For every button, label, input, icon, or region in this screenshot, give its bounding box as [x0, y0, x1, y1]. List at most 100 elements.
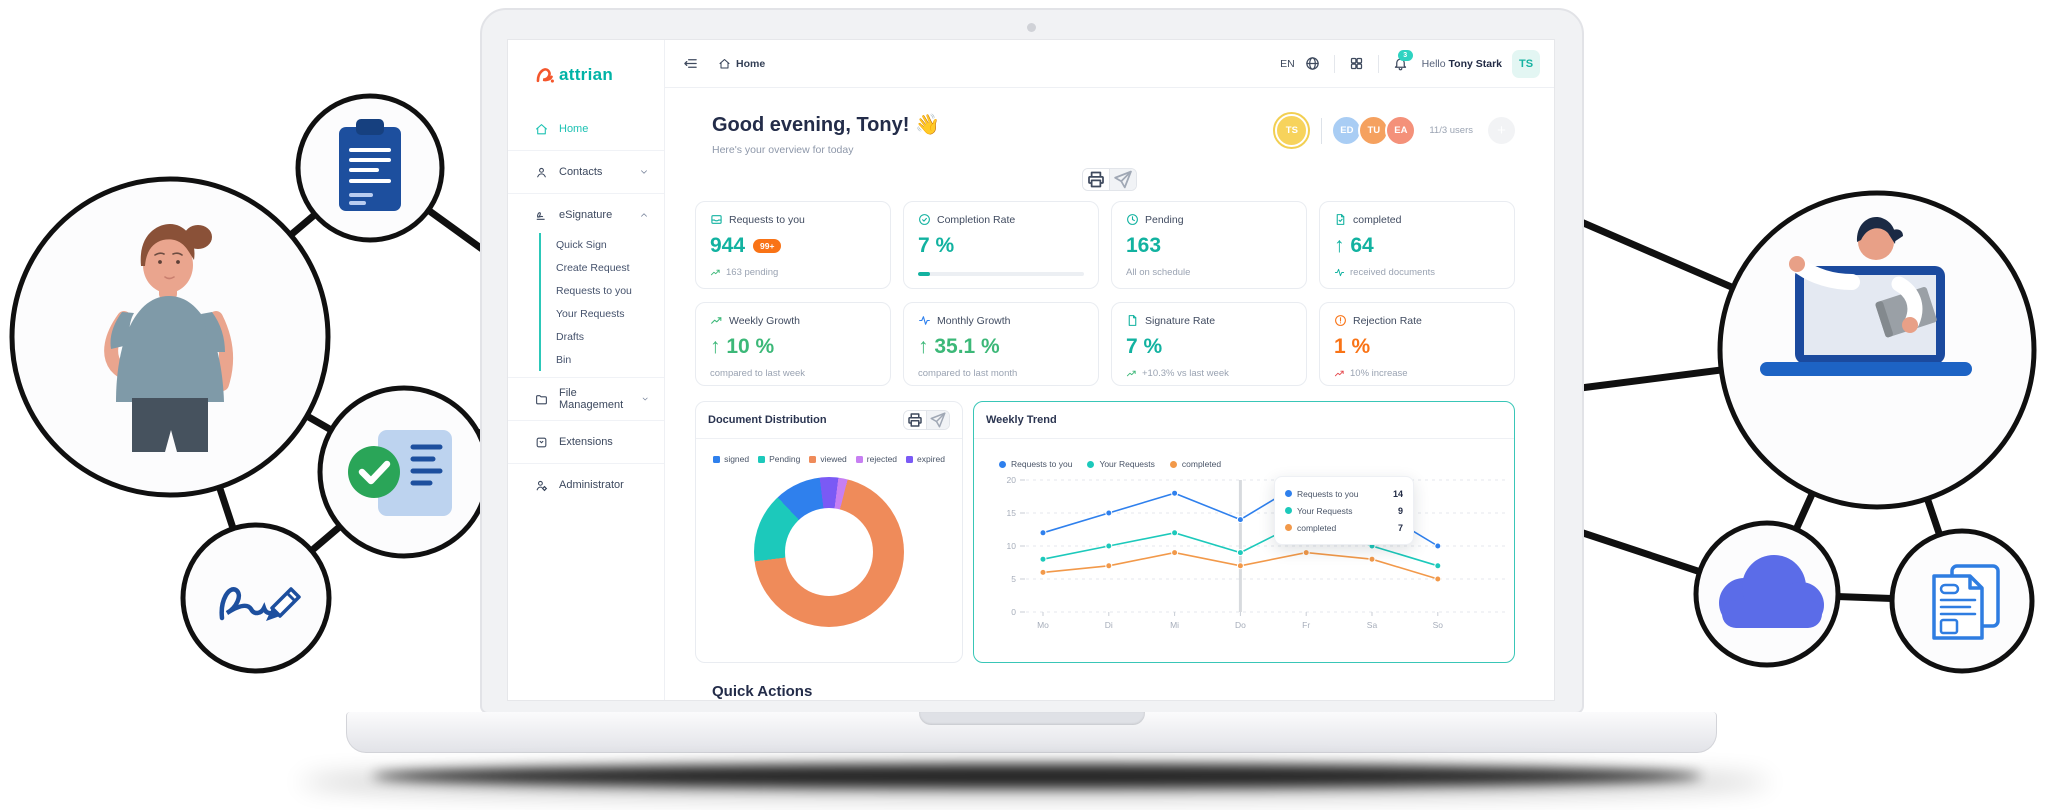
divider — [508, 150, 664, 151]
svg-text:5: 5 — [1011, 574, 1016, 584]
check-circle-icon — [918, 213, 931, 226]
svg-text:Fr: Fr — [1302, 620, 1310, 630]
globe-icon[interactable] — [1305, 56, 1320, 71]
documents-illustration — [1889, 528, 2035, 674]
card-title: Document Distribution — [708, 414, 827, 426]
header-row: Good evening, Tony! 👋 Here's your overvi… — [665, 88, 1554, 156]
laptop-base — [346, 712, 1717, 753]
contacts-icon — [535, 166, 548, 179]
dashboard-content: Good evening, Tony! 👋 Here's your overvi… — [665, 88, 1554, 700]
stat-value: 163 — [1126, 234, 1162, 257]
divider — [508, 377, 664, 378]
charts-row: Document Distribution signed Pending vie… — [695, 401, 1515, 663]
sidebar-item-administrator[interactable]: Administrator — [508, 470, 664, 500]
user-avatar[interactable]: TS — [1512, 49, 1540, 78]
avatar: EA — [1385, 115, 1417, 146]
sidebar-item-file-management[interactable]: File Management — [508, 384, 664, 414]
stat-card-monthly-growth: Monthly Growth ↑ 35.1 % compared to last… — [903, 302, 1099, 386]
print-button[interactable] — [1083, 169, 1109, 190]
svg-text:So: So — [1433, 620, 1444, 630]
notifications-button[interactable]: 3 — [1393, 50, 1413, 71]
sidebar-item-extensions[interactable]: Extensions — [508, 427, 664, 457]
stat-row-1: Requests to you 944 99+ 163 pending Compl… — [695, 201, 1515, 289]
add-user-button[interactable]: + — [1488, 117, 1515, 144]
sidebar-item-contacts[interactable]: Contacts — [508, 157, 664, 187]
donut-chart — [754, 477, 904, 627]
laptop-screen: attrian Home Contacts — [480, 8, 1584, 714]
laptop-camera — [1027, 23, 1036, 32]
esignature-submenu: Quick Sign Create Request Requests to yo… — [539, 233, 664, 371]
divider — [1333, 54, 1335, 73]
stat-value: ↑ 64 — [1334, 234, 1374, 257]
sidebar-item-your-requests[interactable]: Your Requests — [556, 307, 625, 320]
stat-card-completion-rate: Completion Rate 7 % — [903, 201, 1099, 289]
users-count-label: 11/3 users — [1429, 125, 1473, 136]
inbox-icon — [710, 213, 723, 226]
sidebar-item-drafts[interactable]: Drafts — [556, 330, 585, 343]
avatar: ED — [1331, 115, 1363, 146]
stat-card-requests-to-you: Requests to you 944 99+ 163 pending — [695, 201, 891, 289]
svg-text:Sa: Sa — [1367, 620, 1378, 630]
approved-document-illustration — [317, 385, 491, 559]
chart-tooltip: Requests to you 14 Your Requests 9 complet… — [1274, 476, 1414, 545]
logo-text: attrian — [559, 65, 614, 84]
home-icon — [535, 123, 548, 136]
divider — [508, 463, 664, 464]
stat-value: ↑ 35.1 % — [918, 335, 1000, 358]
bell-icon — [1393, 56, 1408, 71]
extensions-icon — [535, 436, 548, 449]
sidebar-item-home[interactable]: Home — [508, 114, 664, 144]
stat-value: 7 % — [1126, 335, 1163, 358]
apps-grid-icon[interactable] — [1349, 56, 1364, 71]
svg-text:Mo: Mo — [1037, 620, 1049, 630]
home-icon — [718, 58, 731, 70]
laptop-shadow — [372, 764, 1702, 788]
sidebar: attrian Home Contacts — [508, 40, 665, 700]
page-title: Good evening, Tony! 👋 — [712, 114, 940, 136]
page-subtitle: Here's your overview for today — [712, 144, 854, 156]
language-label[interactable]: EN — [1280, 57, 1295, 70]
breadcrumb[interactable]: Home — [718, 58, 765, 70]
avatar-stack: ED TU EA — [1331, 115, 1417, 146]
document-check-icon — [1334, 213, 1347, 226]
sidebar-item-requests-to-you[interactable]: Requests to you — [556, 284, 632, 297]
logo-mark-icon — [534, 65, 555, 86]
stat-card-completed: completed ↑ 64 received documents — [1319, 201, 1515, 289]
send-button[interactable] — [926, 411, 949, 429]
sidebar-item-quick-sign[interactable]: Quick Sign — [556, 238, 607, 251]
app-logo[interactable]: attrian — [508, 62, 664, 88]
completion-progress-bar — [918, 272, 1084, 276]
trend-up-icon — [1334, 368, 1345, 379]
print-button[interactable] — [904, 411, 926, 429]
svg-text:0: 0 — [1011, 607, 1016, 617]
stat-card-pending: Pending 163 All on schedule — [1111, 201, 1307, 289]
stat-value: 7 % — [918, 234, 955, 257]
activity-icon — [1334, 267, 1345, 278]
pie-legend: signed Pending viewed rejected expired — [696, 454, 962, 464]
sidebar-nav: Home Contacts eSignature — [508, 114, 664, 500]
quick-actions-title: Quick Actions — [712, 683, 813, 700]
file-icon — [1126, 314, 1139, 327]
svg-text:10: 10 — [1007, 541, 1017, 551]
chevron-down-icon — [639, 167, 649, 177]
weekly-trend-card: Weekly Trend Requests to you Your Reques… — [973, 401, 1515, 663]
count-badge: 99+ — [753, 239, 782, 253]
folder-icon — [535, 393, 548, 406]
topbar-actions: EN 3 Hello Tony Stark TS — [1280, 49, 1540, 78]
send-button[interactable] — [1109, 169, 1136, 190]
topbar: Home EN 3 Hello Tony Stark — [665, 40, 1554, 88]
dashboard-toolbar — [665, 168, 1554, 191]
stat-row-2: Weekly Growth ↑ 10 % compared to last we… — [695, 302, 1515, 386]
sidebar-item-esignature[interactable]: eSignature — [508, 200, 664, 230]
sidebar-item-bin[interactable]: Bin — [556, 353, 572, 366]
main-area: Home EN 3 Hello Tony Stark — [665, 40, 1554, 700]
trend-up-icon — [710, 267, 721, 278]
svg-text:15: 15 — [1007, 508, 1017, 518]
sidebar-item-create-request[interactable]: Create Request — [556, 261, 630, 274]
notification-badge: 3 — [1397, 50, 1413, 61]
stat-value: 1 % — [1334, 335, 1371, 358]
sidebar-collapse-icon[interactable] — [683, 56, 698, 71]
clock-icon — [1126, 213, 1139, 226]
chevron-up-icon — [639, 210, 649, 220]
